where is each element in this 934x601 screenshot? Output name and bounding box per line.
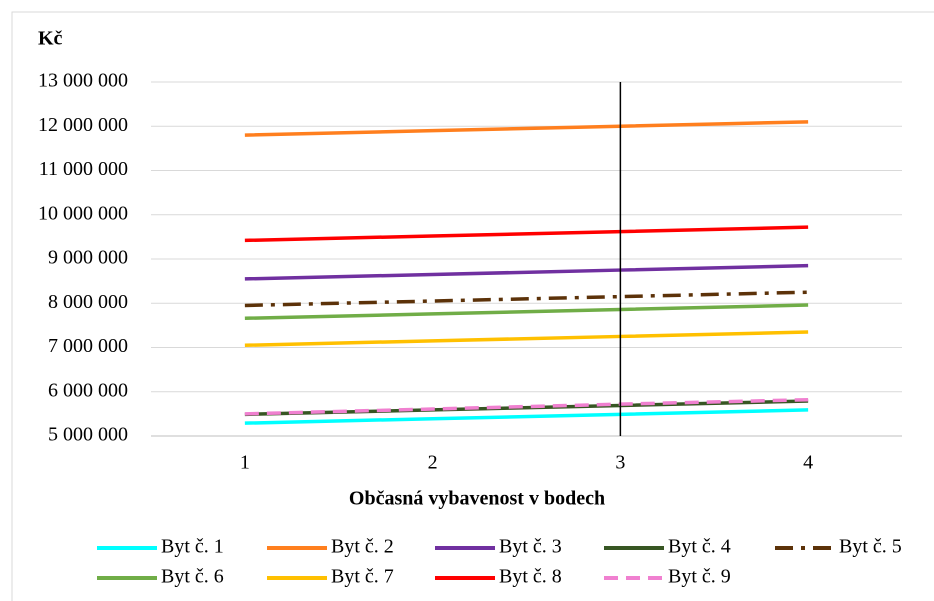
series-line [244, 397, 809, 416]
y-tick-label: 8 000 000 [48, 291, 128, 313]
y-tick-label: 6 000 000 [48, 379, 128, 401]
legend-label: Byt č. 4 [668, 536, 731, 558]
series-line [244, 330, 809, 348]
chart-border [11, 11, 934, 601]
series-line [244, 225, 809, 243]
y-axis-label: Kč [38, 28, 63, 50]
legend-label: Byt č. 5 [839, 536, 902, 558]
series-line [244, 408, 809, 425]
x-tick-label: 3 [615, 452, 625, 474]
x-tick-label: 2 [428, 452, 438, 474]
y-tick-label: 7 000 000 [48, 335, 128, 357]
y-tick-label: 12 000 000 [38, 114, 128, 136]
series-line [244, 120, 809, 137]
legend-label: Byt č. 1 [161, 536, 224, 558]
x-tick-label: 1 [240, 452, 250, 474]
legend-label: Byt č. 3 [499, 536, 562, 558]
legend-label: Byt č. 2 [331, 536, 394, 558]
series-line [244, 303, 809, 321]
x-axis-label: Občasná vybavenost v bodech [349, 488, 605, 510]
legend-label: Byt č. 6 [161, 566, 224, 588]
y-tick-label: 11 000 000 [39, 158, 128, 180]
x-tick-label: 4 [803, 452, 813, 474]
y-tick-label: 13 000 000 [38, 70, 128, 92]
legend-label: Byt č. 7 [331, 566, 394, 588]
legend-label: Byt č. 9 [668, 566, 731, 588]
y-tick-label: 10 000 000 [38, 202, 128, 224]
series-line [244, 263, 809, 281]
legend-label: Byt č. 8 [499, 566, 562, 588]
y-tick-label: 5 000 000 [48, 424, 128, 446]
y-tick-label: 9 000 000 [48, 247, 128, 269]
series-line [244, 290, 809, 308]
